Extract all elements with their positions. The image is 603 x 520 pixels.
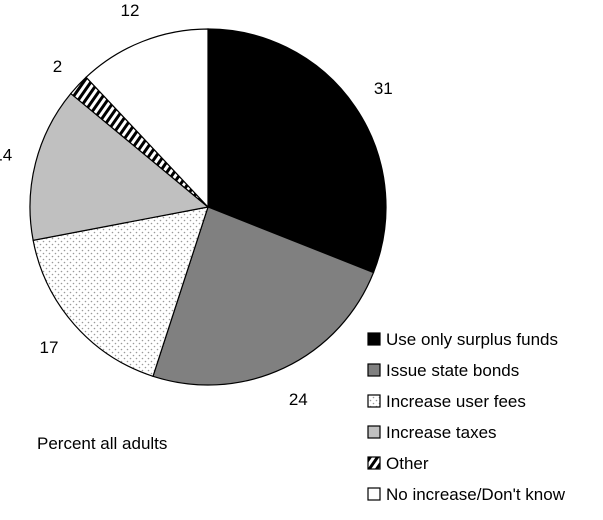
pie-slice-use-only-surplus-funds <box>207 28 387 274</box>
legend-label-other: Other <box>386 454 429 473</box>
slice-value-label-increase-user-fees: 17 <box>40 338 59 357</box>
pie-slices <box>29 28 387 386</box>
legend-swatch-other <box>367 456 381 470</box>
pie-value-labels: 31 24 17 14 2 12 <box>0 1 393 409</box>
pie-slice-no-increase-don-t-know <box>85 28 209 209</box>
legend-label-increase-taxes: Increase taxes <box>386 423 497 442</box>
pie-slice-increase-user-fees <box>32 206 209 378</box>
legend-label-issue-state-bonds: Issue state bonds <box>386 361 519 380</box>
legend-label-no-increase-don-t-know: No increase/Don't know <box>386 485 566 504</box>
slice-value-label-use-only-surplus-funds: 31 <box>374 79 393 98</box>
legend-item-other: Other <box>367 454 429 473</box>
legend-swatch-use-only-surplus-funds <box>367 332 381 346</box>
slice-value-label-other: 2 <box>53 57 62 76</box>
legend-label-increase-user-fees: Increase user fees <box>386 392 526 411</box>
legend-item-issue-state-bonds: Issue state bonds <box>367 361 519 380</box>
pie-slice-increase-taxes <box>29 92 210 242</box>
legend-item-use-only-surplus-funds: Use only surplus funds <box>367 330 558 349</box>
legend-swatch-increase-taxes <box>367 425 381 439</box>
slice-value-label-issue-state-bonds: 24 <box>289 390 308 409</box>
slice-value-label-increase-taxes: 14 <box>0 145 12 164</box>
legend-item-no-increase-don-t-know: No increase/Don't know <box>367 485 566 504</box>
legend: Use only surplus funds Issue state bonds I… <box>367 330 566 504</box>
legend-item-increase-user-fees: Increase user fees <box>367 392 526 411</box>
legend-swatch-increase-user-fees <box>367 394 381 408</box>
legend-swatch-no-increase-don-t-know <box>367 487 381 501</box>
legend-item-increase-taxes: Increase taxes <box>367 423 497 442</box>
slice-value-label-no-increase-don-t-know: 12 <box>121 1 140 20</box>
pie-slice-issue-state-bonds <box>152 206 375 386</box>
legend-swatch-issue-state-bonds <box>367 363 381 377</box>
legend-label-use-only-surplus-funds: Use only surplus funds <box>386 330 558 349</box>
chart-note: Percent all adults <box>37 434 167 453</box>
